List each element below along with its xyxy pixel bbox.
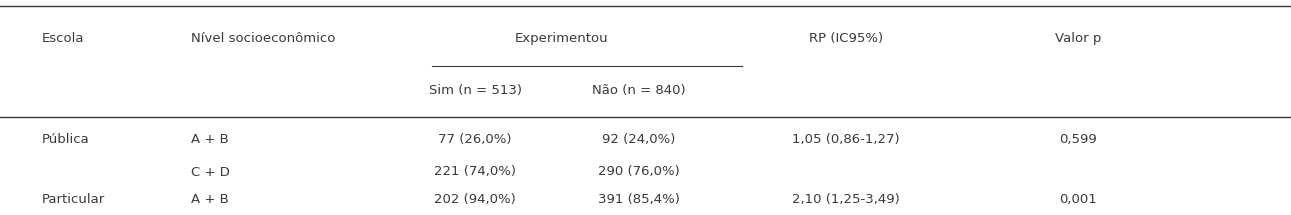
Text: 2,10 (1,25-3,49): 2,10 (1,25-3,49) <box>791 194 900 206</box>
Text: Particular: Particular <box>41 194 105 206</box>
Text: C + D: C + D <box>191 166 230 178</box>
Text: A + B: A + B <box>191 194 229 206</box>
Text: 0,001: 0,001 <box>1059 194 1097 206</box>
Text: Experimentou: Experimentou <box>515 32 608 45</box>
Text: RP (IC95%): RP (IC95%) <box>808 32 883 45</box>
Text: 1,05 (0,86-1,27): 1,05 (0,86-1,27) <box>791 133 900 146</box>
Text: Nível socioeconômico: Nível socioeconômico <box>191 32 336 45</box>
Text: 92 (24,0%): 92 (24,0%) <box>603 133 675 146</box>
Text: 77 (26,0%): 77 (26,0%) <box>439 133 511 146</box>
Text: 202 (94,0%): 202 (94,0%) <box>434 194 516 206</box>
Text: 221 (74,0%): 221 (74,0%) <box>434 166 516 178</box>
Text: A + B: A + B <box>191 133 229 146</box>
Text: Sim (n = 513): Sim (n = 513) <box>429 84 522 97</box>
Text: Valor p: Valor p <box>1055 32 1101 45</box>
Text: Pública: Pública <box>41 133 89 146</box>
Text: Não (n = 840): Não (n = 840) <box>593 84 686 97</box>
Text: Escola: Escola <box>41 32 84 45</box>
Text: 391 (85,4%): 391 (85,4%) <box>598 194 680 206</box>
Text: 0,599: 0,599 <box>1059 133 1097 146</box>
Text: 290 (76,0%): 290 (76,0%) <box>598 166 680 178</box>
